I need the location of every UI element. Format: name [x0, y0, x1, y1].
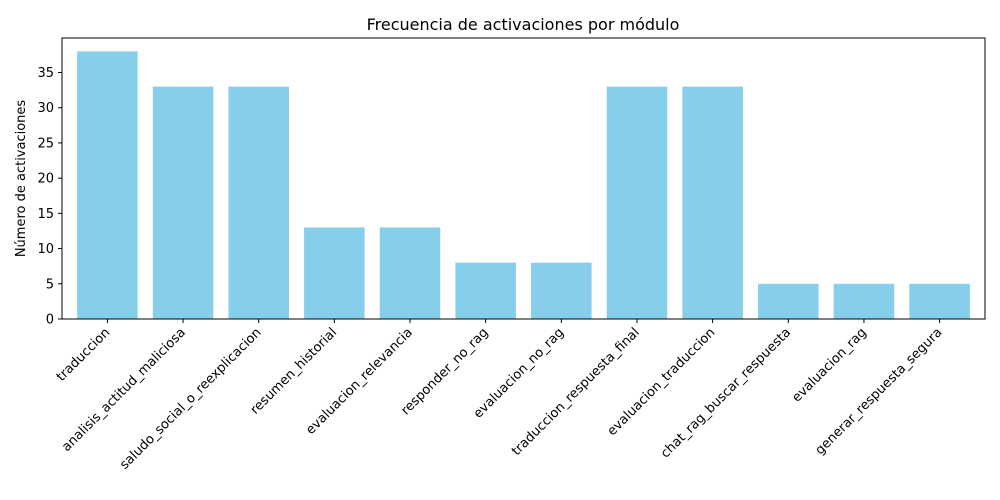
chart-title: Frecuencia de activaciones por módulo: [367, 15, 680, 34]
bar-resumen-historial: [304, 227, 365, 319]
bar-evaluacion-traduccion: [682, 86, 743, 319]
y-tick-label: 35: [37, 66, 54, 81]
bar-generar-respuesta-segura: [909, 283, 970, 319]
y-tick-label: 5: [46, 277, 54, 292]
y-tick-label: 20: [37, 172, 54, 187]
bar-saludo-social-o-reexplicacion: [228, 86, 289, 319]
bar-responder-no-rag: [455, 262, 516, 319]
y-tick-label: 25: [37, 136, 54, 151]
bar-traduccion-respuesta-final: [606, 86, 668, 319]
bar-evaluacion-relevancia: [379, 227, 441, 319]
y-tick-label: 10: [37, 242, 54, 257]
y-tick-label: 30: [37, 101, 54, 116]
bar-traduccion: [77, 51, 138, 319]
bar-analisis-actitud-maliciosa: [152, 86, 214, 319]
y-axis-label: Número de activaciones: [14, 100, 29, 258]
bar-evaluacion-no-rag: [531, 262, 592, 319]
bar-chat-rag-buscar-respuesta: [758, 283, 819, 319]
bar-evaluacion-rag: [833, 283, 895, 319]
y-tick-label: 0: [46, 313, 54, 328]
y-tick-label: 15: [37, 207, 54, 222]
